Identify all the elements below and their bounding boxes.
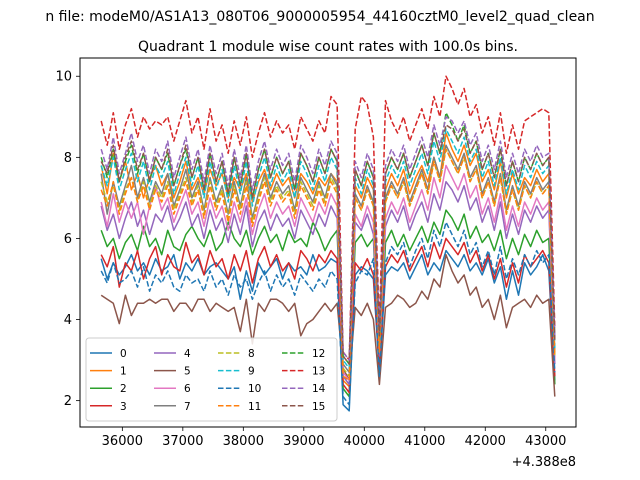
x-tick-label: 43000 <box>525 434 566 449</box>
legend-item-15: 15 <box>282 401 325 413</box>
x-tick-label: 36000 <box>102 434 143 449</box>
series-line-11 <box>100 148 556 382</box>
legend-label-13: 13 <box>312 366 325 378</box>
legend-item-10: 10 <box>218 383 261 395</box>
legend-label-3: 3 <box>120 401 127 413</box>
plot-area <box>100 75 556 412</box>
legend-item-5: 5 <box>154 366 191 378</box>
legend-label-9: 9 <box>248 366 255 378</box>
legend-item-3: 3 <box>90 401 127 413</box>
x-tick-label: 41000 <box>404 434 445 449</box>
series-line-8 <box>100 148 556 378</box>
legend-item-11: 11 <box>218 401 261 413</box>
x-tick-label: 42000 <box>465 434 506 449</box>
series-line-5 <box>100 253 556 397</box>
series-line-7 <box>100 144 556 374</box>
series-line-0 <box>100 249 556 412</box>
legend-frame <box>85 337 338 422</box>
y-tick-label: 4 <box>64 313 72 328</box>
legend-label-0: 0 <box>120 348 127 360</box>
x-tick-label: 40000 <box>344 434 385 449</box>
y-tick-label: 2 <box>64 394 72 409</box>
x-tick-label: 39000 <box>283 434 324 449</box>
legend-item-7: 7 <box>154 401 191 413</box>
y-tick-label: 8 <box>64 151 72 166</box>
y-tick-label: 6 <box>64 232 72 247</box>
series-line-15 <box>100 124 556 365</box>
series-line-1 <box>100 132 556 388</box>
legend-label-8: 8 <box>248 348 255 360</box>
series-line-4 <box>100 180 556 386</box>
legend-item-13: 13 <box>282 366 325 378</box>
legend-item-12: 12 <box>282 348 325 360</box>
chart-title: Quadrant 1 module wise count rates with … <box>138 39 518 55</box>
series-line-3 <box>100 237 556 394</box>
legend-label-5: 5 <box>184 366 191 378</box>
legend-label-1: 1 <box>120 366 127 378</box>
x-tick-label: 37000 <box>162 434 203 449</box>
legend-label-2: 2 <box>120 383 127 395</box>
legend-label-14: 14 <box>312 383 326 395</box>
x-tick-label: 38000 <box>223 434 264 449</box>
legend-item-4: 4 <box>154 348 191 360</box>
legend-item-6: 6 <box>154 383 191 395</box>
legend-item-1: 1 <box>90 366 127 378</box>
legend-label-12: 12 <box>312 348 325 360</box>
legend-item-8: 8 <box>218 348 255 360</box>
series-line-13 <box>100 75 556 361</box>
figure-suptitle: n file: modeM0/AS1A13_080T06_9000005954_… <box>45 9 594 25</box>
legend-item-9: 9 <box>218 366 255 378</box>
series-line-6 <box>100 164 556 382</box>
legend-item-2: 2 <box>90 383 127 395</box>
series-line-2 <box>100 209 556 398</box>
legend-label-6: 6 <box>184 383 191 395</box>
series-line-10 <box>100 221 556 406</box>
y-axis-ticks: 2 4 6 8 10 <box>55 70 80 409</box>
legend-label-10: 10 <box>248 383 261 395</box>
legend-label-4: 4 <box>184 348 191 360</box>
legend-item-14: 14 <box>282 383 326 395</box>
x-axis-ticks: 36000 37000 38000 39000 40000 41000 42000 43000 <box>102 427 566 449</box>
legend-label-7: 7 <box>184 401 191 413</box>
legend-label-15: 15 <box>312 401 325 413</box>
series-line-14 <box>100 116 556 361</box>
series-line-9 <box>100 128 556 369</box>
y-tick-label: 10 <box>55 70 72 85</box>
legend-item-0: 0 <box>90 348 127 360</box>
x-axis-offset-text: +4.388e8 <box>512 455 576 470</box>
legend-label-11: 11 <box>248 401 261 413</box>
axes-frame <box>79 57 577 428</box>
